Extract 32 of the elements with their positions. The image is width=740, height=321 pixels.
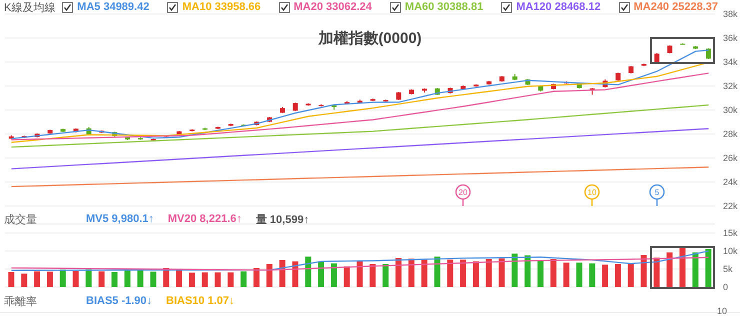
annotation: 10 xyxy=(588,188,598,197)
chart-title: 成交量 xyxy=(4,212,38,226)
y-tick-label: 10k xyxy=(723,246,738,256)
y-tick-label: 36k xyxy=(723,33,738,44)
y-tick-label: 28k xyxy=(723,129,738,140)
text: 加權指數(0000) xyxy=(318,30,422,47)
text: MA10 33958.66 xyxy=(181,1,261,13)
text: MA5 34989.42 xyxy=(76,1,150,13)
y-tick-label: 22k xyxy=(723,201,738,212)
text: MV5 9,980.1↑ xyxy=(86,213,154,225)
legend-title: K線及均線 xyxy=(4,0,56,14)
text: 10 xyxy=(717,306,728,316)
y-tick-label: 30k xyxy=(723,105,738,116)
y-tick-label: 34k xyxy=(723,57,738,68)
text: MA240 25228.37 xyxy=(632,1,718,13)
y-tick-label: 15k xyxy=(723,228,738,238)
y-tick-label: 38k xyxy=(723,9,738,20)
text: 量 10,599↑ xyxy=(256,212,310,226)
text: MA60 30388.81 xyxy=(404,1,484,13)
text: 乖離率 xyxy=(4,294,38,308)
y-tick-label: 26k xyxy=(723,153,738,164)
y-tick-label: 0 xyxy=(723,282,728,292)
y-tick-label: 32k xyxy=(723,81,738,92)
y-tick-label: 5k xyxy=(723,264,734,274)
text: MV20 8,221.6↑ xyxy=(168,213,242,225)
annotation: 5 xyxy=(654,188,660,197)
text: MA120 28468.12 xyxy=(515,1,601,13)
y-tick-label: 24k xyxy=(723,177,738,188)
text: BIAS10 1.07↓ xyxy=(166,295,235,307)
annotation: 20 xyxy=(458,188,468,197)
text: BIAS5 -1.90↓ xyxy=(86,295,152,307)
text: MA20 33062.24 xyxy=(292,1,372,13)
